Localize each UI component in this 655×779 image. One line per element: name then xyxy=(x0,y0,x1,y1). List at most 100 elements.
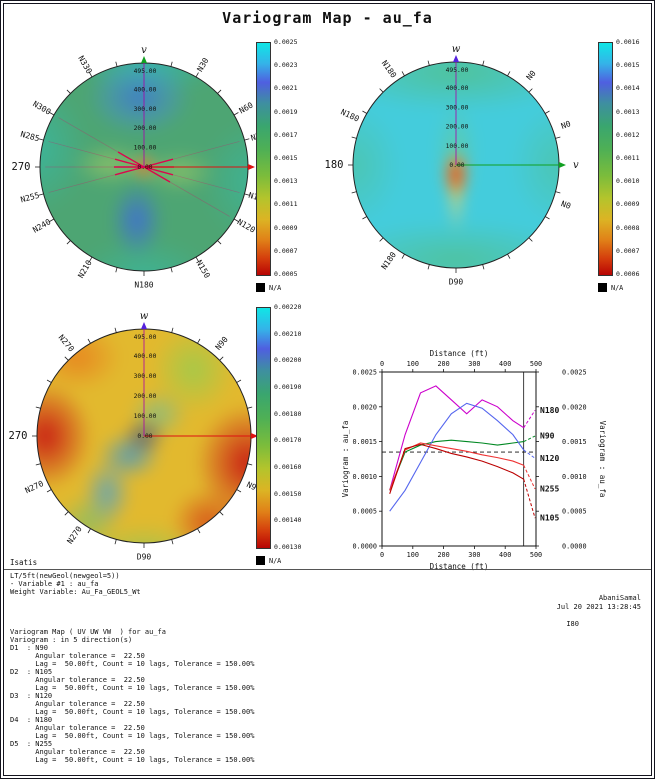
colorbar-gradient-vw xyxy=(598,42,613,276)
series-line-N105 xyxy=(389,443,524,494)
y-tick-label-right: 0.0005 xyxy=(562,508,587,516)
colorbar-tick-label: 0.0009 xyxy=(274,223,298,232)
colorbar-vw: 0.0016 0.0015 0.0014 0.0013 0.0012 0.0011 0.00… xyxy=(598,38,651,304)
azimuth-label: 270 xyxy=(12,161,31,173)
series-extrapolation-N90 xyxy=(523,435,536,443)
v-axis-label: w xyxy=(140,311,149,322)
colorbar-na-entry: N/A xyxy=(598,283,623,292)
colorbar-tick-label: 0.0009 xyxy=(616,200,640,209)
variogram-map-uw-colorfield xyxy=(37,329,251,543)
y-tick-label-left: 0.0020 xyxy=(352,403,377,411)
y-tick-label-right: 0.0020 xyxy=(562,403,587,411)
chart-plot-border xyxy=(381,371,537,547)
variogram-map-uv-colorfield xyxy=(40,63,248,271)
series-label-N180: N180 xyxy=(540,406,559,415)
y-tick-label-left: 0.0025 xyxy=(352,369,377,377)
x-axis-title-top: Distance (ft) xyxy=(430,349,489,358)
series-extrapolation-N180 xyxy=(523,410,536,428)
colorbar-tick-label: 0.0015 xyxy=(274,154,298,162)
x-tick-label-top: 200 xyxy=(437,360,449,368)
series-line-N120 xyxy=(389,402,525,512)
v-axis-label: w xyxy=(452,44,461,55)
h-axis-label: v xyxy=(573,160,579,171)
colorbar-tick-label: 0.00140 xyxy=(274,516,302,525)
colorbar-tick-label: 0.00190 xyxy=(274,383,302,391)
colorbar-tick-label: 0.00150 xyxy=(274,489,302,498)
colorbar-tick-label: 0.0015 xyxy=(616,61,640,70)
x-tick-label-top: 100 xyxy=(407,360,419,368)
y-tick-label-left: 0.0015 xyxy=(352,438,377,446)
h-axis-arrow-icon xyxy=(248,164,255,170)
colorbar-tick-label: 0.00210 xyxy=(274,329,302,338)
colorbar-tick-label: 0.00170 xyxy=(274,436,302,445)
series-label-N90: N90 xyxy=(540,432,555,441)
app-name: Isatis xyxy=(10,558,38,567)
y-tick-label-right: 0.0015 xyxy=(562,438,587,446)
colorbar-tick-label: 0.0012 xyxy=(616,130,640,139)
variogram-map-uw-surface xyxy=(37,329,251,543)
timestamp: Jul 20 2021 13:28:45 xyxy=(556,603,641,611)
footer-meta: AbaniSamal Jul 20 2021 13:28:45 I80 xyxy=(557,594,641,629)
series-extrapolation-N120 xyxy=(523,449,536,459)
colorbar-tick-label: 0.0025 xyxy=(274,38,298,46)
colorbar-tick-label: 0.00180 xyxy=(274,409,302,418)
azimuth-label: N180 xyxy=(134,281,153,290)
log-footer: Isatis LT/5ft(newGeol(newgeol=5)) - Vari… xyxy=(4,556,651,775)
colorbar-tick-label: 0.00130 xyxy=(274,543,302,551)
variogram-map-vw-colorfield xyxy=(353,62,559,268)
x-tick-label-top: 0 xyxy=(380,360,384,368)
series-extrapolation-N105 xyxy=(523,479,536,519)
azimuth-label: N0 xyxy=(560,199,572,211)
y-tick-label-left: 0.0000 xyxy=(352,543,377,551)
y-tick-label-right: 0.0025 xyxy=(562,369,587,377)
colorbar-tick-label: 0.00160 xyxy=(274,463,302,471)
azimuth-label: 180 xyxy=(325,159,344,171)
colorbar-na-entry: N/A xyxy=(256,283,281,292)
v-axis-arrow-icon xyxy=(453,55,459,62)
azimuth-label: N285 xyxy=(20,130,41,144)
x-tick-label-top: 300 xyxy=(468,360,480,368)
y-axis-title-right: Variogram : au_fa xyxy=(598,421,607,498)
y-axis-title-left: Variogram : au_fa xyxy=(341,421,350,498)
v-axis-arrow-icon xyxy=(141,56,147,63)
colorbar-tick-label: 0.0013 xyxy=(616,107,640,116)
page-title: Variogram Map - au_fa xyxy=(222,9,433,27)
na-swatch-icon xyxy=(256,556,265,565)
y-tick-label-right: 0.0010 xyxy=(562,473,587,481)
variogram-map-uv-surface xyxy=(40,63,248,271)
colorbar-tick-label: 0.00200 xyxy=(274,356,302,365)
colorbar-tick-label: 0.0021 xyxy=(274,84,298,93)
colorbar-tick-label: 0.0007 xyxy=(274,246,298,255)
colorbar-tick-label: 0.0013 xyxy=(274,177,298,186)
footer-divider xyxy=(4,569,651,570)
y-tick-label-right: 0.0000 xyxy=(562,543,587,551)
author: AbaniSamal xyxy=(598,594,641,602)
footer-dataset-info: LT/5ft(newGeol(newgeol=5)) - Variable #1… xyxy=(10,572,141,596)
azimuth-label: N0 xyxy=(560,119,572,131)
series-extrapolation-N255 xyxy=(523,465,536,490)
x-tick-label-top: 400 xyxy=(499,360,511,368)
colorbar-tick-label: 0.0010 xyxy=(616,177,640,186)
page-ref: I80 xyxy=(566,620,579,628)
na-label: N/A xyxy=(269,556,282,565)
colorbar-tick-label: 0.0019 xyxy=(274,107,298,116)
series-line-N255 xyxy=(389,442,524,491)
colorbar-tick-label: 0.0005 xyxy=(274,270,298,278)
series-line-N180 xyxy=(389,385,524,491)
na-swatch-icon xyxy=(598,283,607,292)
variogram-map-vw-surface xyxy=(353,62,559,268)
colorbar-gradient-uw xyxy=(256,307,271,549)
azimuth-label: 270 xyxy=(9,430,28,442)
na-label: N/A xyxy=(269,283,282,292)
colorbar-tick-label: 0.0014 xyxy=(616,84,640,93)
colorbar-tick-label: 0.0017 xyxy=(274,130,298,139)
colorbar-tick-label: 0.00220 xyxy=(274,303,302,311)
azimuth-label: N255 xyxy=(20,191,41,205)
series-label-N105: N105 xyxy=(540,514,559,523)
colorbar-na-entry: N/A xyxy=(256,556,281,565)
colorbar-tick-label: 0.0007 xyxy=(616,246,640,255)
y-tick-label-left: 0.0005 xyxy=(352,508,377,516)
na-label: N/A xyxy=(611,283,624,292)
